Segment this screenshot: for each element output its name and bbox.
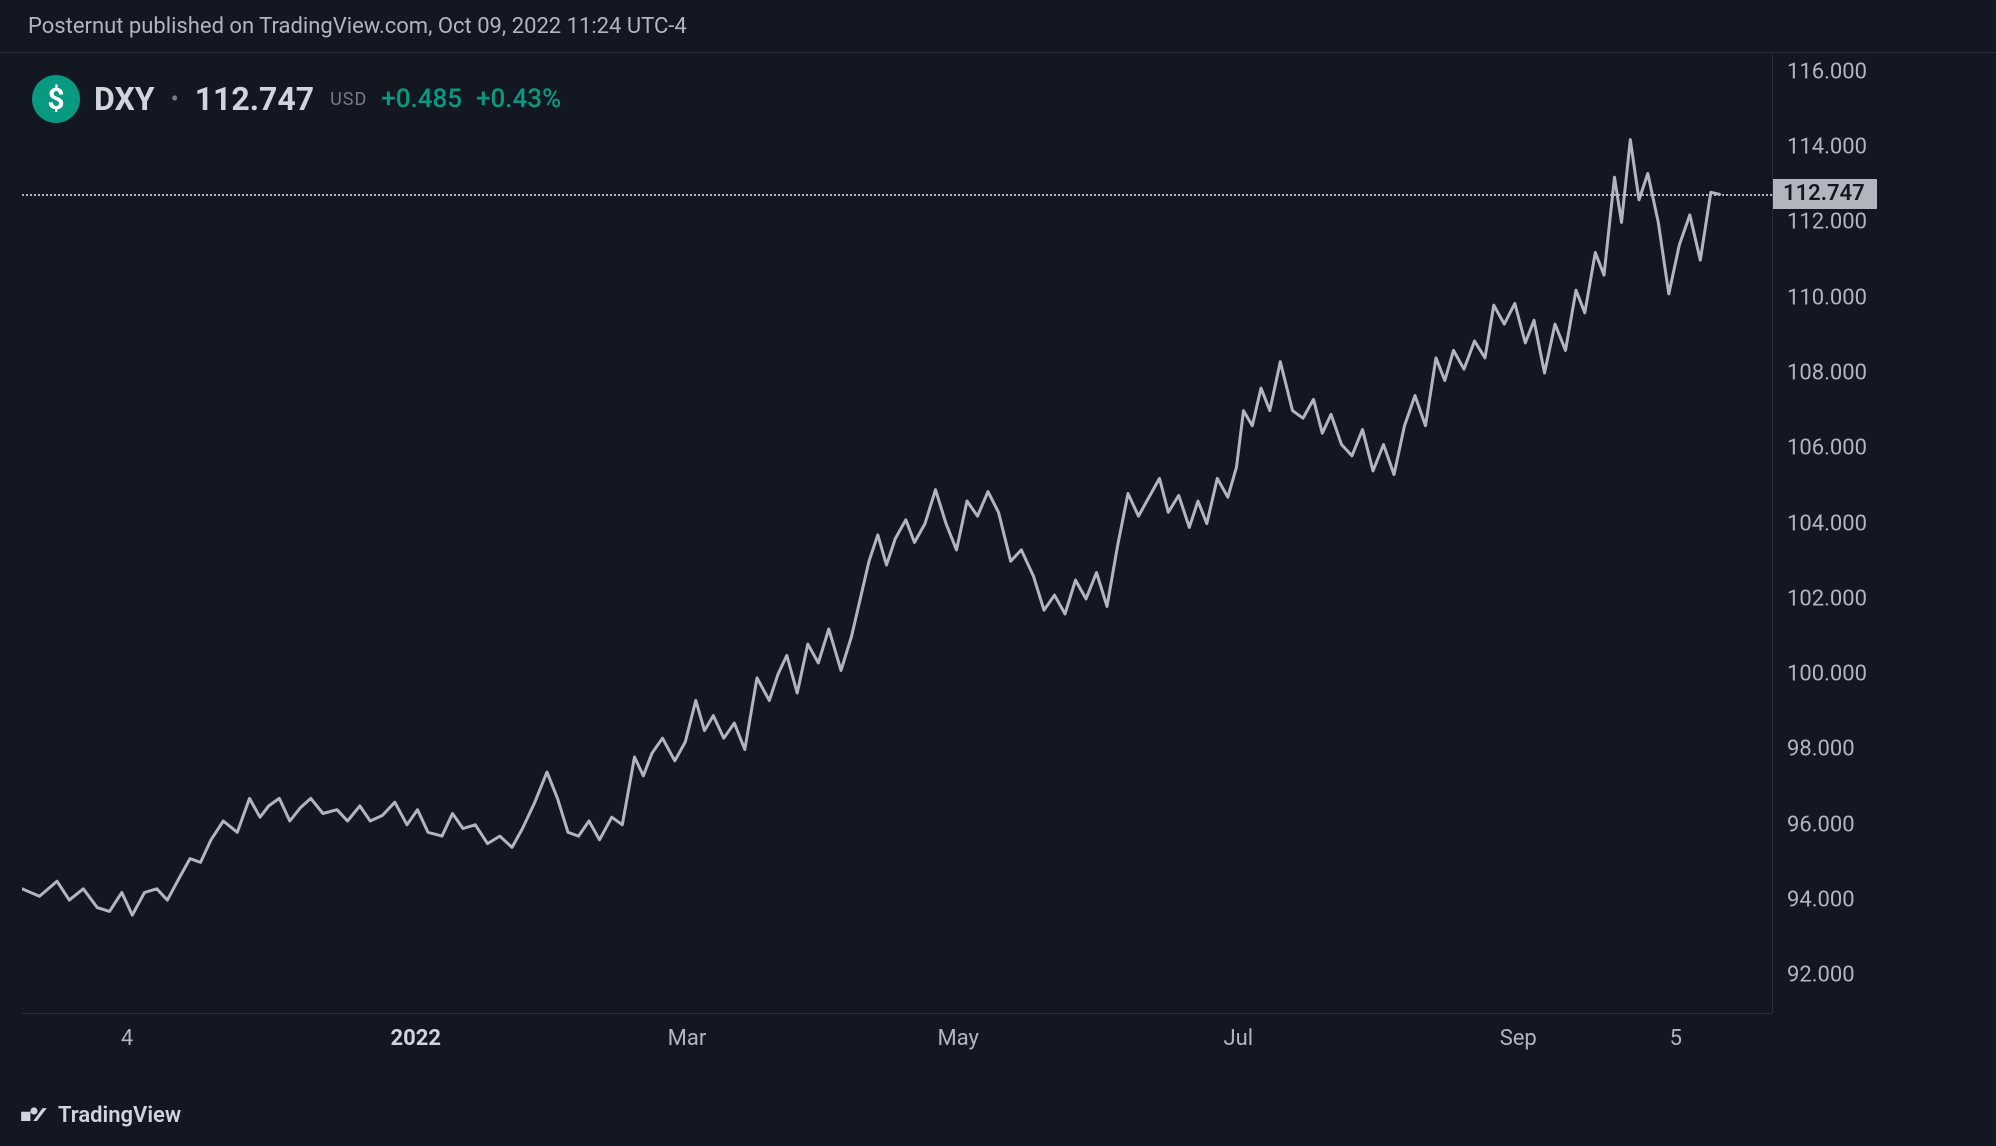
- last-price-tag: 112.747: [1773, 179, 1877, 209]
- x-tick-label: 4: [121, 1026, 133, 1051]
- symbol-name[interactable]: DXY: [94, 80, 155, 118]
- x-tick-label: 2022: [391, 1026, 442, 1051]
- y-tick-label: 106.000: [1787, 436, 1867, 461]
- separator-dot: •: [169, 85, 181, 113]
- dollar-glyph: $: [47, 82, 64, 117]
- change-percent: +0.43%: [476, 84, 561, 114]
- y-tick-label: 94.000: [1787, 888, 1855, 913]
- y-tick-label: 98.000: [1787, 737, 1855, 762]
- y-axis[interactable]: 92.000 94.000 96.000 98.000 100.000 102.000 10…: [1772, 53, 1996, 1013]
- x-axis[interactable]: 4 2022 Mar May Jul Sep 5: [22, 1013, 1772, 1063]
- currency-label: USD: [330, 89, 367, 110]
- change-absolute: +0.485: [381, 84, 462, 114]
- x-tick-label: May: [938, 1026, 979, 1051]
- price-series-line: [22, 140, 1720, 916]
- y-tick-label: 114.000: [1787, 135, 1867, 160]
- brand-footer[interactable]: TradingView: [20, 1103, 181, 1128]
- tradingview-logo-icon: [20, 1106, 48, 1126]
- x-tick-label: Sep: [1500, 1026, 1537, 1051]
- y-tick-label: 108.000: [1787, 361, 1867, 386]
- x-tick-label: Mar: [668, 1026, 707, 1051]
- x-tick-label: 5: [1670, 1026, 1682, 1051]
- chart-frame: Posternut published on TradingView.com, …: [0, 0, 1996, 1146]
- last-price-line: [22, 194, 1772, 196]
- brand-text: TradingView: [58, 1103, 181, 1128]
- chart-plot[interactable]: [22, 53, 1772, 1013]
- chart-legend: $ DXY • 112.747 USD +0.485 +0.43%: [32, 75, 561, 123]
- y-tick-label: 112.000: [1787, 210, 1867, 235]
- y-tick-label: 102.000: [1787, 586, 1867, 611]
- y-tick-label: 92.000: [1787, 963, 1855, 988]
- y-tick-label: 100.000: [1787, 662, 1867, 687]
- dollar-icon: $: [32, 75, 80, 123]
- publish-bar: Posternut published on TradingView.com, …: [0, 0, 1996, 53]
- y-tick-label: 116.000: [1787, 59, 1867, 84]
- publish-text: Posternut published on TradingView.com, …: [28, 14, 687, 39]
- x-tick-label: Jul: [1223, 1026, 1253, 1051]
- y-tick-label: 104.000: [1787, 511, 1867, 536]
- y-tick-label: 96.000: [1787, 812, 1855, 837]
- last-price: 112.747: [195, 80, 314, 118]
- y-tick-label: 110.000: [1787, 285, 1867, 310]
